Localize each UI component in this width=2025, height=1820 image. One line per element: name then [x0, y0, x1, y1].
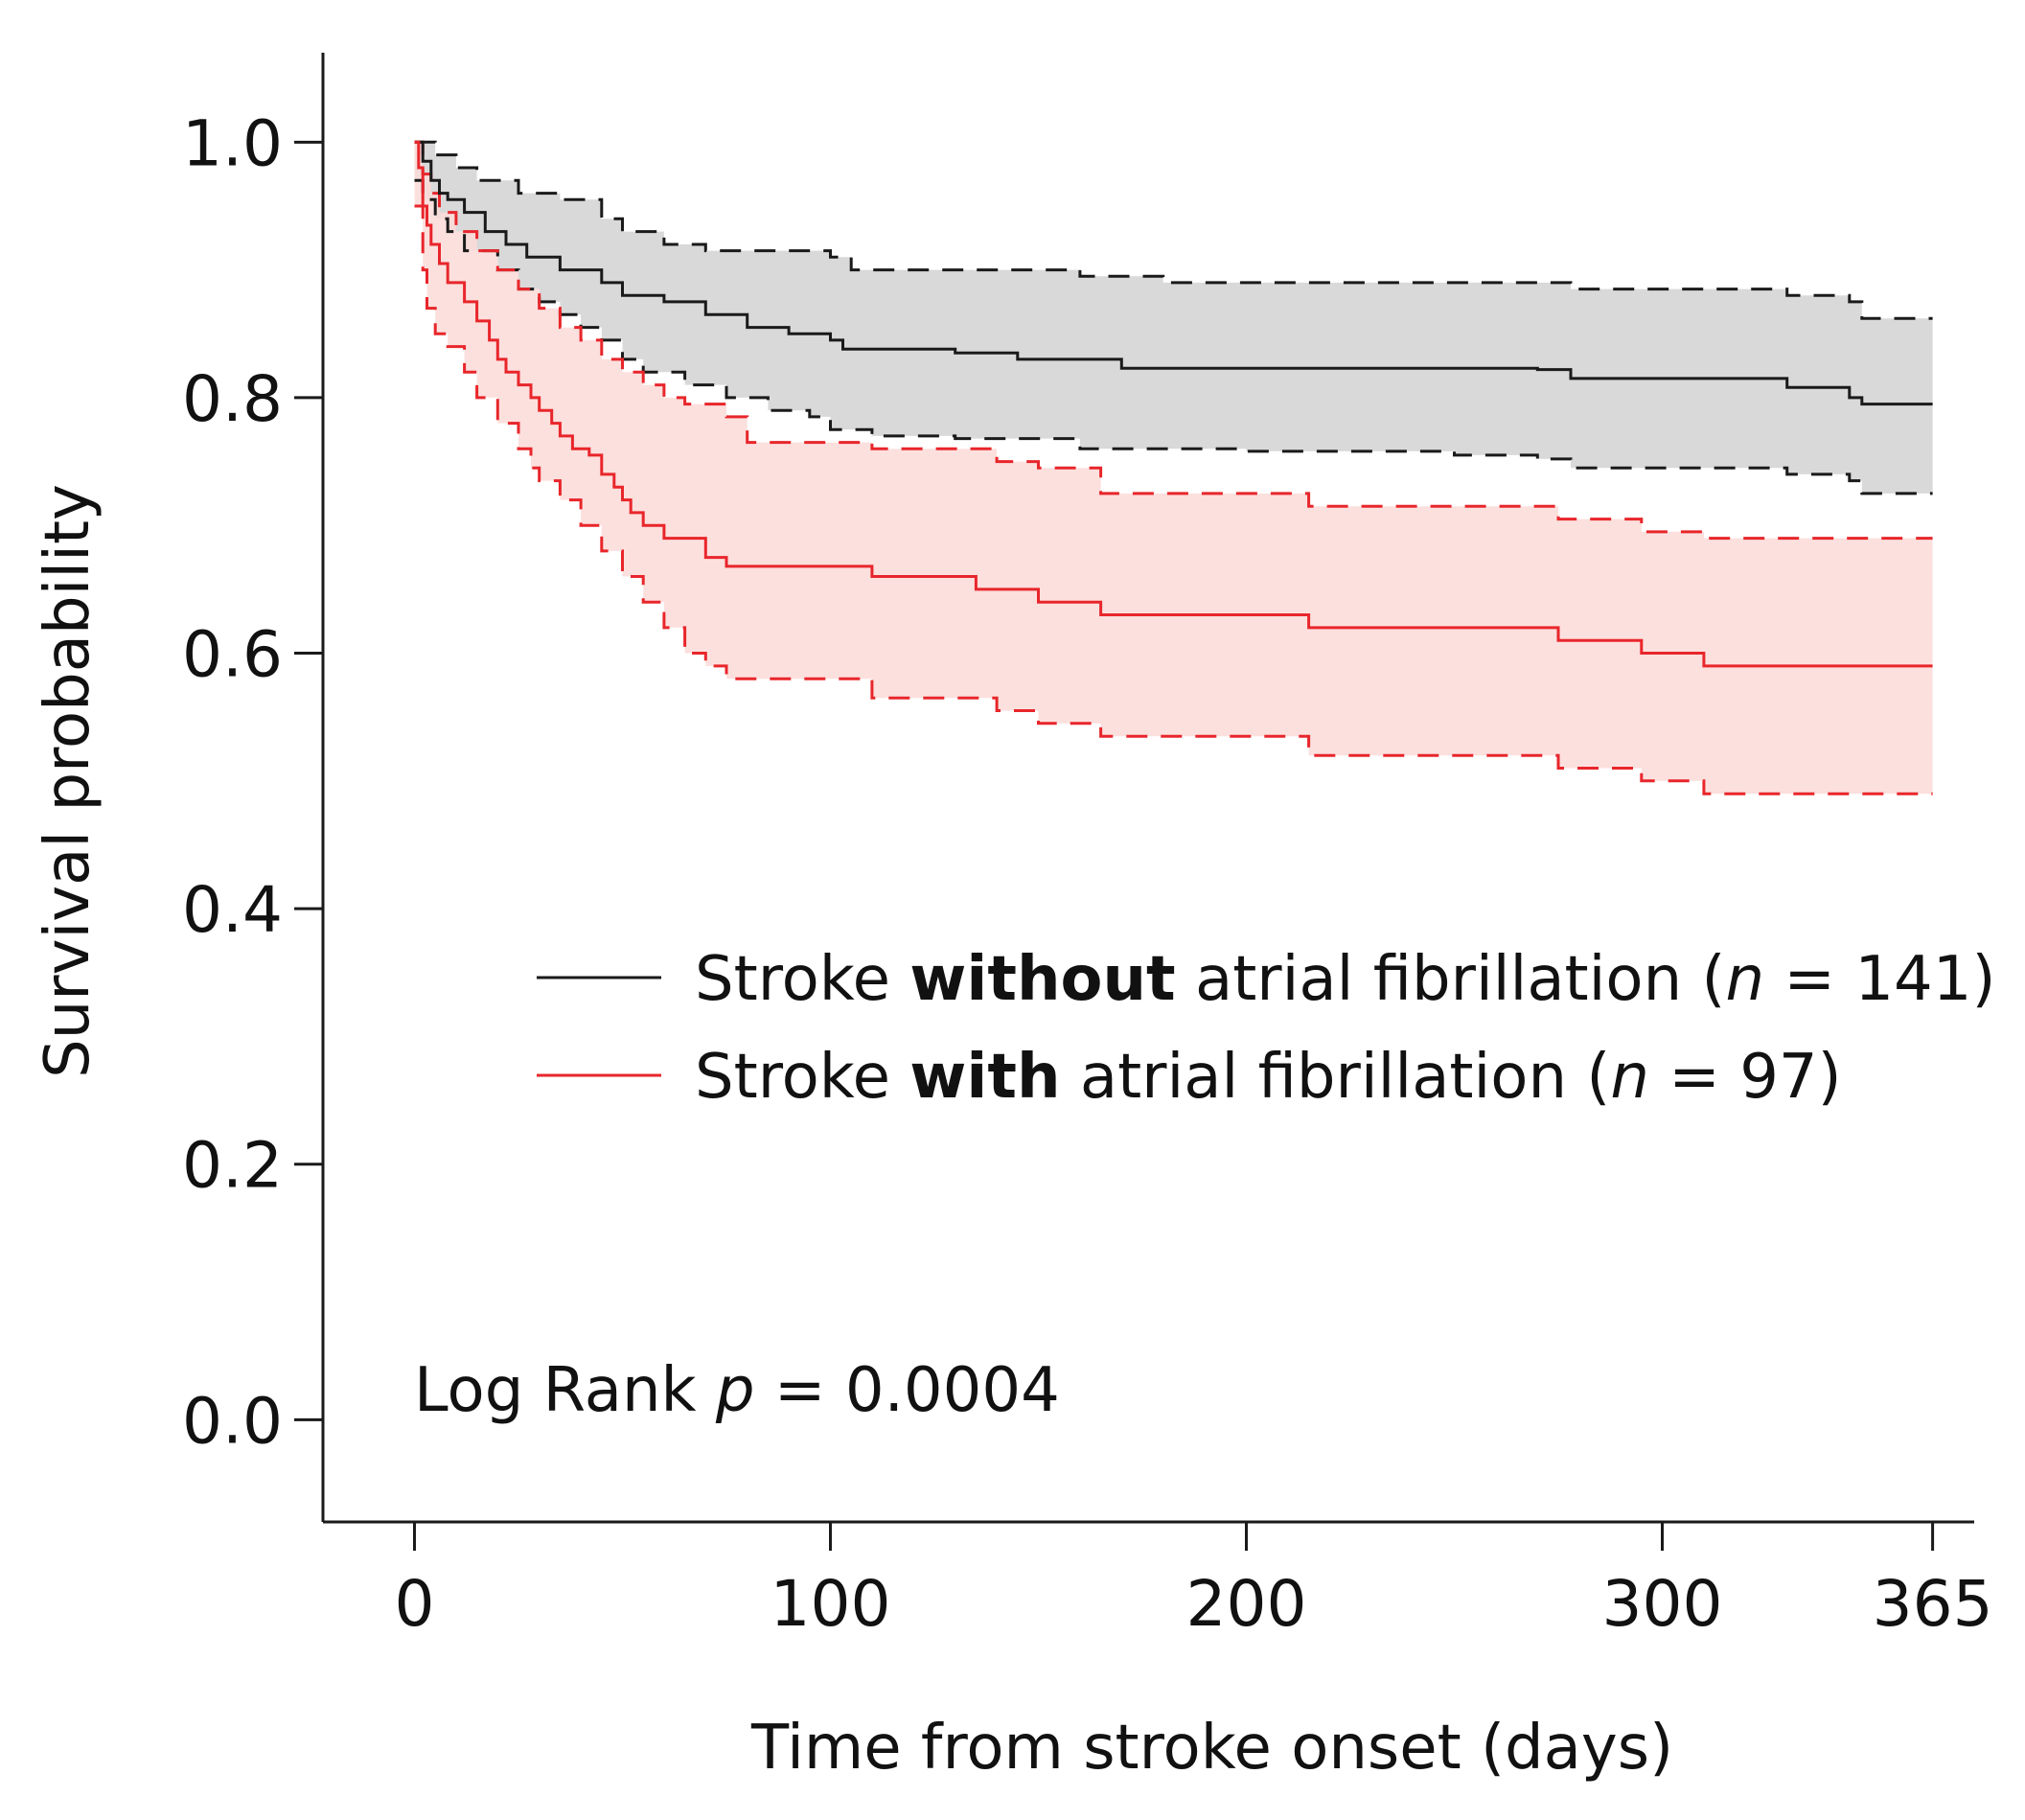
- legend-label-with-af: Stroke with atrial fibrillation (n = 97): [695, 1042, 1842, 1113]
- legend: Stroke without atrial fibrillation (n = …: [537, 944, 1995, 1113]
- y-tick-label: 0.2: [182, 1129, 283, 1203]
- y-ticks: 0.0 0.2 0.4 0.6 0.8 1.0: [182, 106, 323, 1458]
- lower-bound-without-af: [414, 178, 1933, 495]
- confidence-band-with-af: [414, 142, 1933, 795]
- survival-curves: [414, 140, 1933, 668]
- legend-label-without-af: Stroke without atrial fibrillation (n = …: [695, 944, 1995, 1015]
- confidence-band-without-af: [414, 142, 1933, 494]
- confidence-bounds: [414, 140, 1933, 795]
- log-rank-annotation: Log Rank p = 0.0004: [414, 1355, 1060, 1426]
- y-axis-title: Survival probability: [33, 484, 104, 1078]
- y-tick-label: 1.0: [182, 106, 283, 180]
- y-tick-label: 0.0: [182, 1384, 283, 1458]
- y-tick-label: 0.8: [182, 362, 283, 436]
- x-axis-title: Time from stroke onset (days): [750, 1713, 1673, 1784]
- x-tick-label: 100: [770, 1567, 890, 1641]
- upper-bound-with-af: [414, 140, 1933, 541]
- lower-bound-with-af: [414, 204, 1933, 795]
- y-tick-label: 0.4: [182, 873, 283, 947]
- y-tick-label: 0.6: [182, 618, 283, 692]
- survival-curve-with-af: [414, 140, 1933, 668]
- upper-bound-without-af: [414, 140, 1933, 320]
- axes: 0.0 0.2 0.4 0.6 0.8 1.0 0 100 200 300 365: [182, 53, 1993, 1641]
- x-tick-label: 300: [1602, 1567, 1723, 1641]
- x-tick-label: 365: [1873, 1567, 1993, 1641]
- survival-curve-without-af: [414, 140, 1933, 406]
- legend-item-without-af: Stroke without atrial fibrillation (n = …: [537, 944, 1995, 1015]
- legend-item-with-af: Stroke with atrial fibrillation (n = 97): [537, 1042, 1842, 1113]
- x-tick-label: 0: [394, 1567, 434, 1641]
- x-tick-label: 200: [1185, 1567, 1306, 1641]
- x-ticks: 0 100 200 300 365: [394, 1522, 1993, 1641]
- confidence-bands: [414, 142, 1933, 795]
